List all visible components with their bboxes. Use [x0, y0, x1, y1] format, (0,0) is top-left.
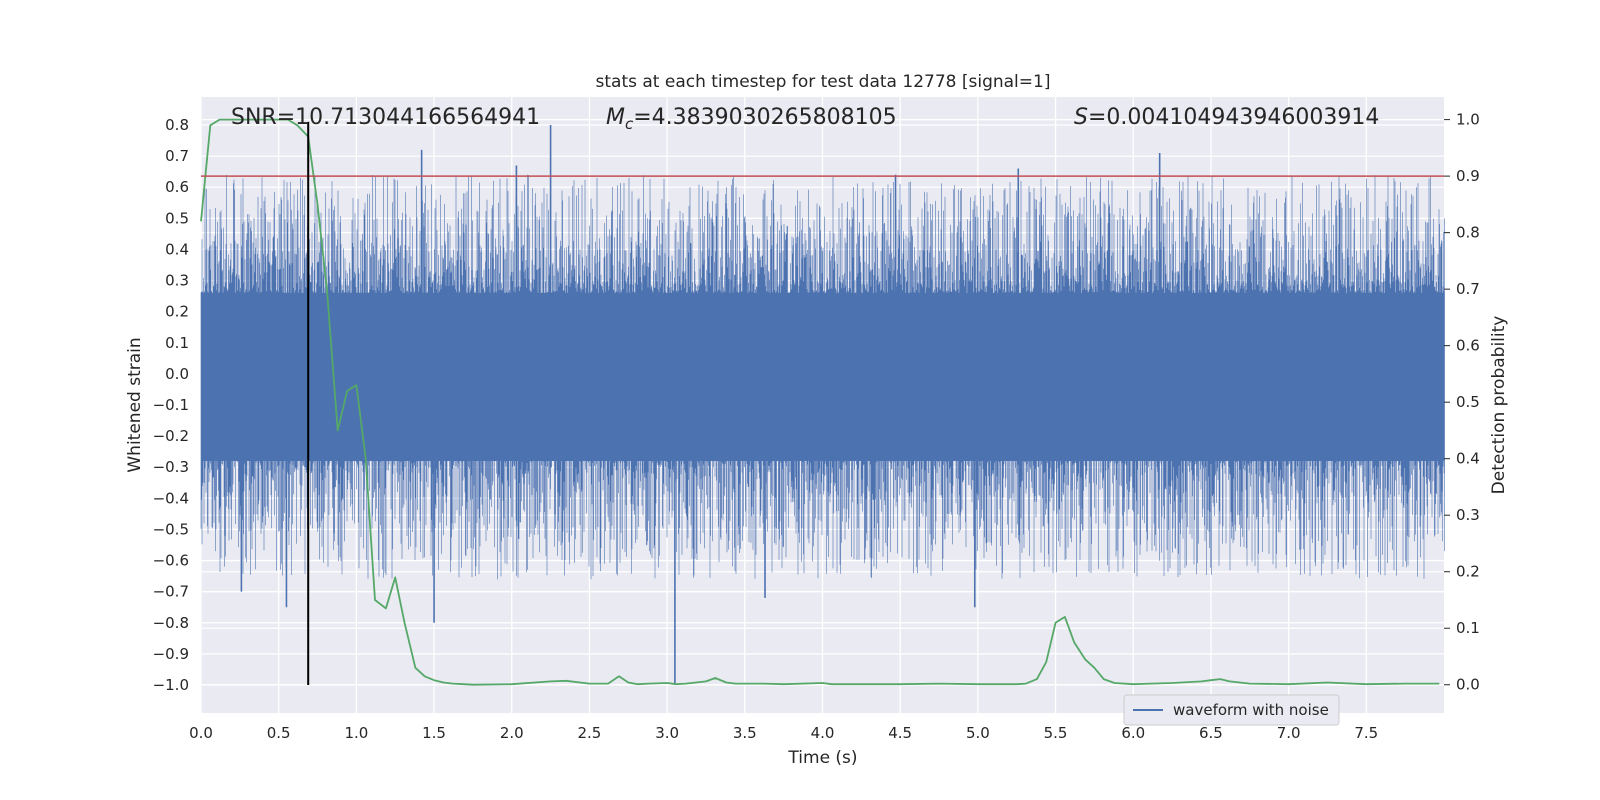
- y-tick-label: −0.2: [153, 427, 189, 445]
- s-symbol: S: [1074, 105, 1088, 130]
- mc-annotation: Mc=4.3839030265808105: [606, 105, 897, 133]
- y2-axis-label: Detection probability: [1489, 316, 1509, 495]
- mc-symbol: M: [606, 105, 625, 130]
- x-tick-label: 5.0: [966, 724, 990, 742]
- y2-tick-label: 0.1: [1456, 619, 1480, 637]
- y-tick-label: 0.3: [165, 272, 189, 290]
- y-tick-label: −0.8: [153, 614, 189, 632]
- y-tick-label: 0.5: [165, 209, 189, 227]
- y-tick-label: −0.3: [153, 458, 189, 476]
- y-tick-label: −0.4: [153, 489, 189, 507]
- y-tick-label: 0.8: [165, 116, 189, 134]
- y2-tick-label: 0.0: [1456, 676, 1480, 694]
- probability-line: [200, 118, 1440, 686]
- y2-tick-label: 1.0: [1456, 111, 1480, 129]
- x-tick-label: 4.0: [811, 724, 835, 742]
- x-tick-label: 0.5: [267, 724, 291, 742]
- x-tick-label: 0.0: [189, 724, 213, 742]
- legend-box: [1123, 694, 1340, 726]
- y-tick-label: −0.5: [153, 520, 189, 538]
- overlays: [201, 121, 1444, 685]
- x-tick-label: 1.0: [344, 724, 368, 742]
- x-tick-label: 1.5: [422, 724, 446, 742]
- y-tick-label: −0.6: [153, 552, 189, 570]
- y-tick-label: −0.1: [153, 396, 189, 414]
- y-tick-label: 0.6: [165, 178, 189, 196]
- y-tick-label: 0.0: [165, 365, 189, 383]
- x-tick-label: 6.5: [1199, 724, 1223, 742]
- chart-title: stats at each timestep for test data 127…: [596, 72, 1051, 92]
- y2-tick-label: 0.8: [1456, 224, 1480, 242]
- snr-annotation: SNR=10.713044166564941: [231, 105, 540, 130]
- y-tick-label: 0.2: [165, 303, 189, 321]
- x-tick-label: 3.5: [733, 724, 757, 742]
- legend-label: waveform with noise: [1173, 701, 1329, 719]
- x-tick-label: 2.0: [500, 724, 524, 742]
- waveform-series: [200, 125, 1445, 685]
- y2-tick-label: 0.9: [1456, 167, 1480, 185]
- mc-value: =4.3839030265808105: [633, 105, 896, 130]
- y2-tick-label: 0.7: [1456, 280, 1480, 298]
- y2-tick-label: 0.2: [1456, 563, 1480, 581]
- x-tick-label: 7.5: [1354, 724, 1378, 742]
- y2-tick-label: 0.6: [1456, 337, 1480, 355]
- x-tick-label: 7.0: [1277, 724, 1301, 742]
- s-value: =0.004104943946003914: [1088, 105, 1379, 130]
- x-tick-label: 3.0: [655, 724, 679, 742]
- y-axis-label: Whitened strain: [125, 337, 145, 472]
- x-tick-label: 5.5: [1044, 724, 1068, 742]
- x-tick-label: 2.5: [578, 724, 602, 742]
- y-tick-label: −0.7: [153, 583, 189, 601]
- x-tick-label: 4.5: [888, 724, 912, 742]
- probability-series: [200, 118, 1440, 686]
- y2-tick-label: 0.5: [1456, 393, 1480, 411]
- x-tick-label: 6.0: [1121, 724, 1145, 742]
- s-annotation: S=0.004104943946003914: [1074, 105, 1379, 130]
- y2-tick-label: 0.4: [1456, 450, 1480, 468]
- y-tick-label: −1.0: [153, 676, 189, 694]
- y-tick-label: 0.7: [165, 147, 189, 165]
- tick-labels: 0.0 0.5 1.0 1.5 2.0 2.5 3.0 3.5 4.0 4.5 5.0 5.5 6.0 6…: [153, 111, 1480, 742]
- legend: waveform with noise: [1123, 694, 1340, 726]
- y-tick-label: 0.4: [165, 240, 189, 258]
- y2-tick-label: 0.3: [1456, 506, 1480, 524]
- mc-subscript: c: [625, 115, 634, 133]
- waveform-trace: [200, 174, 1445, 580]
- x-axis-label: Time (s): [787, 748, 857, 768]
- y-tick-label: 0.1: [165, 334, 189, 352]
- y-tick-label: −0.9: [153, 645, 189, 663]
